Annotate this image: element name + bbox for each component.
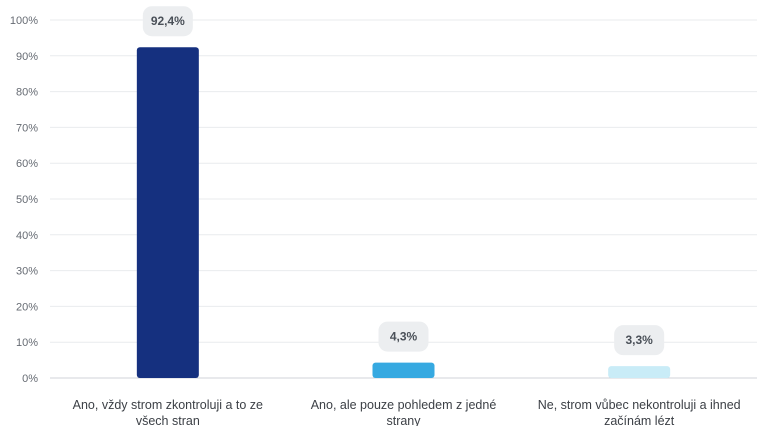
bar [608, 366, 671, 378]
value-label: 4,3% [390, 330, 418, 344]
y-tick-label: 70% [16, 122, 38, 134]
value-label: 92,4% [151, 14, 185, 28]
y-tick-label: 60% [16, 158, 38, 170]
y-tick-label: 20% [16, 301, 38, 313]
y-axis: 0% 10% 20% 30% 40% 50% 60% 70% 80% 90% 100% [10, 15, 38, 385]
category-label: Ano, ale pouze pohledem z jedné [311, 398, 497, 412]
y-tick-label: 10% [16, 337, 38, 349]
category-label: Ano, vždy strom zkontroluji a to ze [73, 398, 263, 412]
bar [372, 362, 435, 378]
bars [136, 47, 671, 378]
value-label-bubble [614, 325, 665, 356]
category-label: strany [386, 414, 421, 426]
y-tick-label: 100% [10, 15, 38, 27]
bar [136, 47, 199, 378]
category-label: všech stran [136, 414, 200, 426]
y-tick-label: 80% [16, 87, 38, 99]
x-axis: Ano, vždy strom zkontroluji a to ze všech… [73, 398, 741, 426]
value-label-bubble [378, 321, 429, 352]
value-labels: 92,4% 4,3% 3,3% [142, 6, 665, 356]
category-label: začínám lézt [604, 414, 675, 426]
y-tick-label: 40% [16, 230, 38, 242]
y-tick-label: 30% [16, 266, 38, 278]
y-tick-label: 90% [16, 51, 38, 63]
value-label-bubble [142, 6, 193, 37]
category-label: Ne, strom vůbec nekontroluji a ihned [538, 398, 741, 412]
value-label: 3,3% [625, 333, 653, 347]
y-tick-label: 0% [22, 373, 38, 385]
y-tick-label: 50% [16, 194, 38, 206]
